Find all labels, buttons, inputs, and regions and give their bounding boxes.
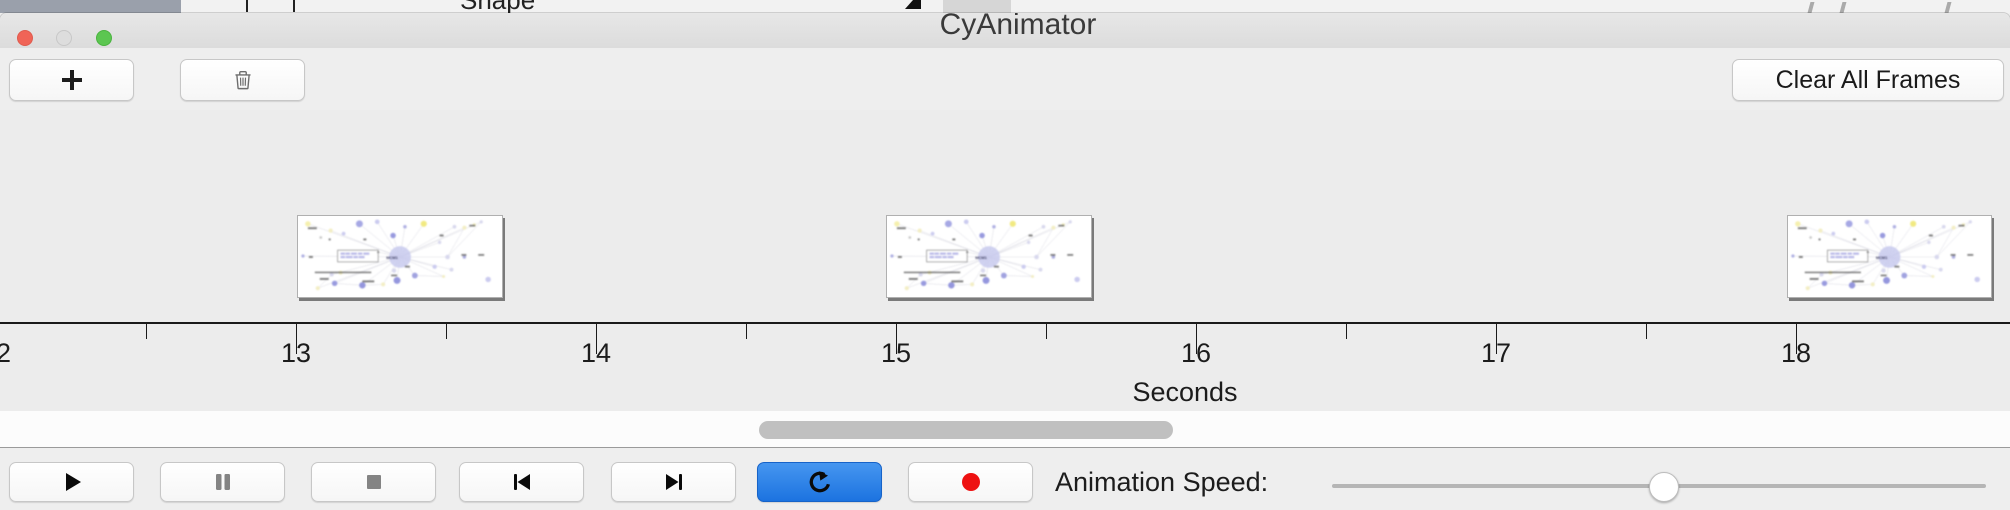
svg-text:MCM1: MCM1 — [386, 255, 398, 260]
svg-text:MCM1: MCM1 — [975, 255, 987, 260]
svg-text:MCM1: MCM1 — [1876, 255, 1888, 260]
